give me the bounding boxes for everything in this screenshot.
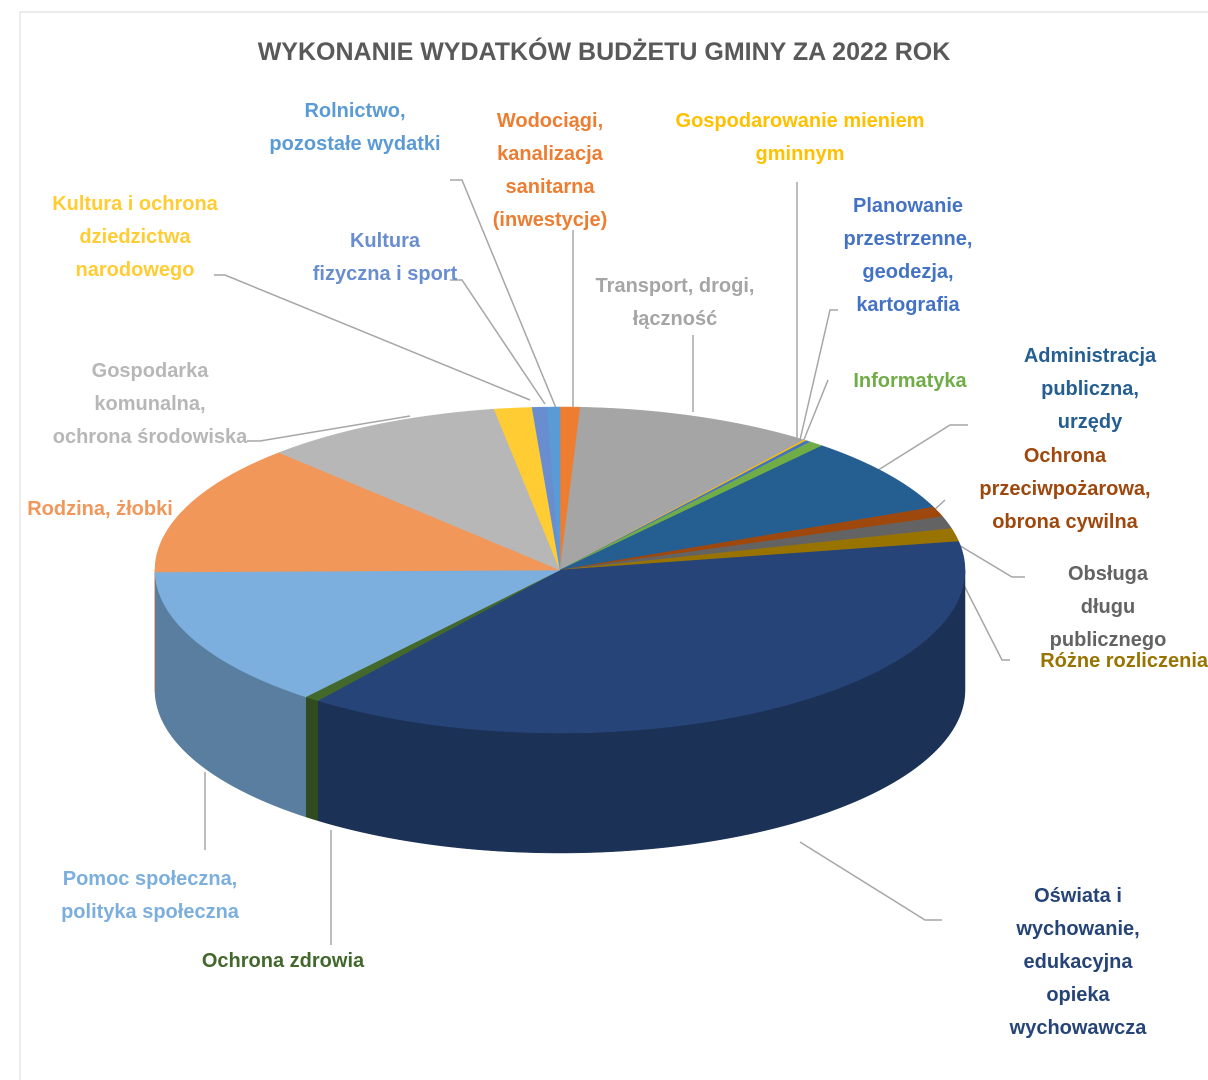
slice-label: Transport, drogi, łączność <box>595 275 755 330</box>
pie-slice <box>154 452 561 573</box>
pie-slice <box>154 569 561 698</box>
pie-slice <box>559 516 953 571</box>
pie-slice <box>559 406 805 571</box>
pie-tops <box>154 406 966 734</box>
slice-label: Gospodarka komunalna, ochrona środowiska <box>52 360 248 448</box>
chart-title: WYKONANIE WYDATKÓW BUDŻETU GMINY ZA 2022… <box>257 38 951 66</box>
pie-slice <box>559 445 935 571</box>
pie-slice <box>547 406 561 571</box>
slice-label: Rodzina, żłobki <box>27 498 173 520</box>
pie-slice <box>317 541 966 734</box>
slice-label: Różne rozliczenia <box>1040 650 1208 672</box>
pie-slice <box>493 407 561 571</box>
slice-label: Kultura i ochrona dziedzictwa narodowego <box>52 193 218 281</box>
slice-label: Administracja publiczna, urzędy <box>1023 345 1157 433</box>
slice-label: Ochrona przeciwpożarowa, obrona cywilna <box>979 445 1151 533</box>
slice-label: Gospodarowanie mieniem gminnym <box>675 110 925 165</box>
slice-label: Planowanie przestrzenne, geodezja, karto… <box>843 195 973 316</box>
pie-slice-side <box>305 696 319 821</box>
leader-lines <box>204 179 1025 945</box>
slice-label: Wodociągi, kanalizacja sanitarna (inwest… <box>492 110 608 231</box>
chart-border <box>19 11 1208 1080</box>
pie-slice <box>278 408 561 571</box>
slice-label: Rolnictwo, pozostałe wydatki <box>269 100 441 155</box>
slice-label: Obsługa długu publicznego <box>1049 563 1167 651</box>
pie-slice <box>559 528 960 571</box>
slice-label: Kultura fizyczna i sport <box>312 230 458 285</box>
slice-label: Oświata i wychowanie, edukacyjna opieka … <box>1009 885 1147 1039</box>
slice-label: Informatyka <box>853 370 967 392</box>
slice-label: Pomoc społeczna, polityka społeczna <box>61 868 239 923</box>
slice-label: Ochrona zdrowia <box>201 950 365 972</box>
